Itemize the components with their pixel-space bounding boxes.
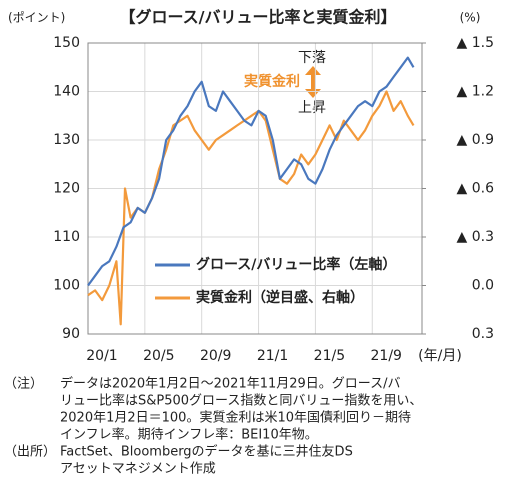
y-tick-label: 130: [53, 132, 80, 148]
note-line: インフレ率。期待インフレ率：BEI10年物。: [60, 427, 318, 443]
source-line: アセットマネジメント作成: [60, 462, 216, 477]
x-unit: (年/月): [418, 348, 462, 364]
y-tick-label: 140: [53, 84, 80, 100]
chart-title: 【グロース/バリュー比率と実質金利】: [119, 8, 396, 27]
legend-label: グロース/バリュー比率（左軸）: [196, 256, 396, 273]
x-tick-label: 20/5: [143, 348, 174, 364]
y2-tick-label: ▲ 0.6: [457, 181, 495, 197]
x-tick-label: 21/1: [257, 348, 288, 364]
plot-frame: [87, 42, 423, 335]
y-tick-label: 100: [53, 278, 80, 294]
arrow: [305, 66, 321, 98]
y-tick-label: 150: [53, 35, 80, 51]
note-line: データは2020年1月2日～2021年11月29日。グロース/バ: [60, 376, 401, 392]
annotation-label: 実質金利: [244, 73, 300, 90]
x-tick-label: 20/1: [86, 348, 117, 364]
y2-unit: (%): [460, 11, 481, 25]
source-line: FactSet、Bloombergのデータを基に三井住友DS: [60, 444, 353, 460]
y-tick-label: 90: [62, 326, 80, 342]
y2-tick-label: ▲ 0.3: [457, 229, 494, 245]
y-tick-label: 120: [53, 181, 80, 197]
series-line: [87, 56, 415, 287]
annotation-up: 上昇: [298, 100, 326, 116]
annotation-down: 下落: [298, 50, 326, 66]
note-line: 2020年1月2日＝100。実質金利は米10年国債利回り－期待: [60, 410, 411, 426]
note-line: リュー比率はS&P500グロース指数と同バリュー指数を用い、: [60, 393, 422, 409]
y2-tick-label: ▲ 1.5: [457, 35, 494, 51]
grid: [87, 42, 422, 335]
legend-label: 実質金利（逆目盛、右軸）: [196, 289, 364, 306]
x-tick-label: 21/9: [371, 348, 402, 364]
y2-tick-label: 0.3: [472, 326, 494, 342]
y2-tick-label: 0.0: [472, 278, 494, 294]
x-tick-label: 20/9: [200, 348, 231, 364]
y-unit: (ポイント): [8, 11, 65, 25]
x-tick-label: 21/5: [314, 348, 345, 364]
source-label: （出所）: [4, 445, 56, 460]
y2-tick-label: ▲ 0.9: [457, 132, 494, 148]
y2-tick-label: ▲ 1.2: [457, 84, 494, 100]
y-tick-label: 110: [53, 229, 80, 245]
note-label: （注）: [4, 377, 43, 392]
